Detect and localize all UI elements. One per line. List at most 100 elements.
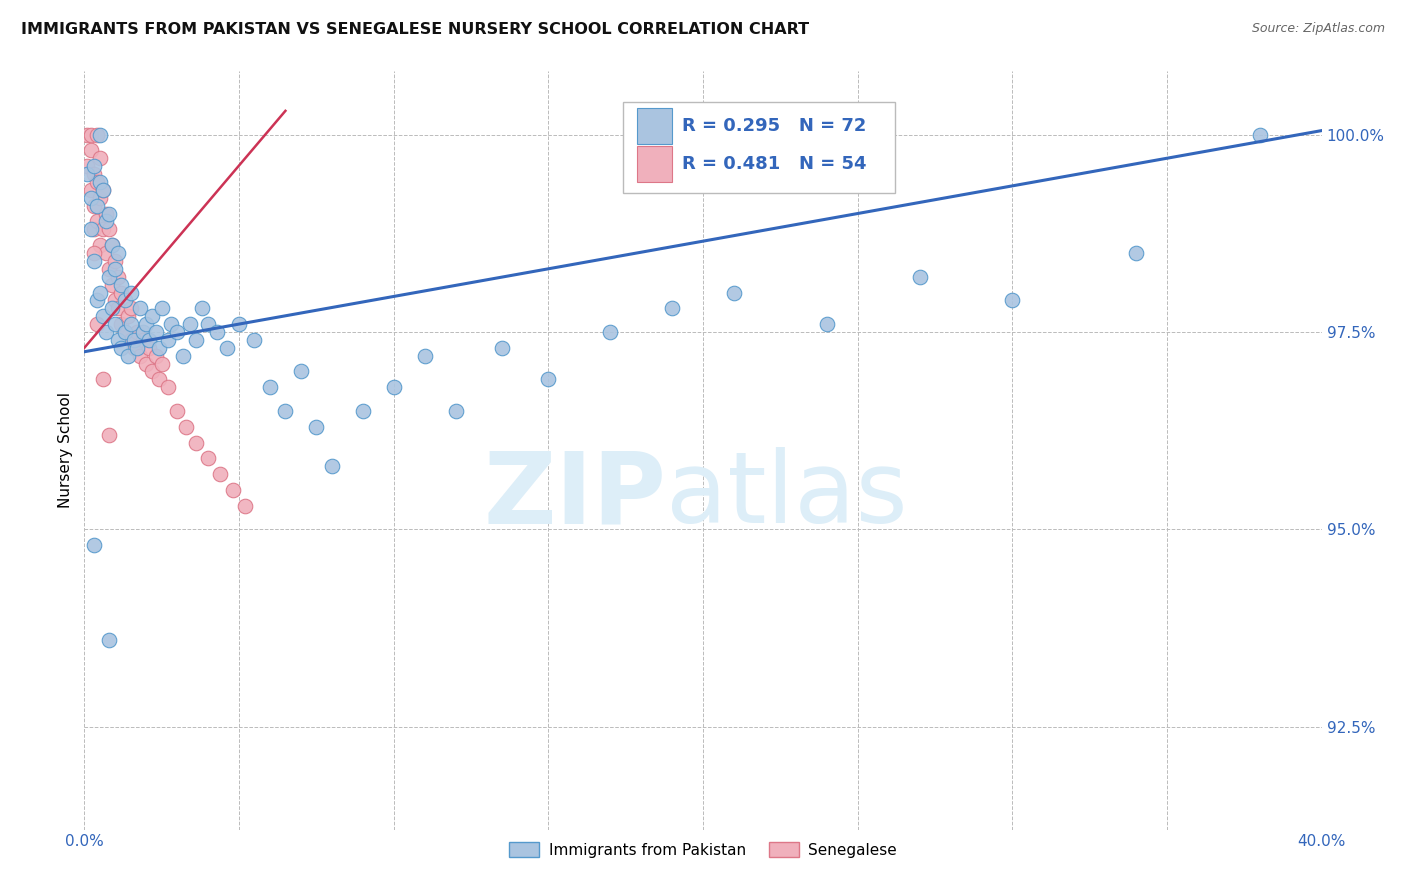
- Point: [125, 325, 148, 339]
- Point: [101, 277, 124, 292]
- Point: [104, 293, 127, 308]
- Point: [107, 269, 129, 284]
- Point: [233, 499, 256, 513]
- Point: [150, 301, 173, 316]
- Point: [135, 357, 157, 371]
- Point: [197, 317, 219, 331]
- Point: [274, 404, 297, 418]
- Point: [104, 261, 127, 276]
- Point: [89, 151, 111, 165]
- Point: [107, 301, 129, 316]
- Point: [184, 333, 207, 347]
- Text: atlas: atlas: [666, 448, 907, 544]
- Point: [129, 349, 152, 363]
- Text: ZIP: ZIP: [484, 448, 666, 544]
- Point: [89, 191, 111, 205]
- Y-axis label: Nursery School: Nursery School: [58, 392, 73, 508]
- Point: [110, 341, 132, 355]
- Point: [243, 333, 266, 347]
- Point: [83, 538, 105, 552]
- Point: [86, 214, 108, 228]
- Point: [599, 325, 621, 339]
- Point: [76, 167, 98, 181]
- Point: [120, 301, 142, 316]
- Point: [79, 183, 101, 197]
- Point: [91, 183, 114, 197]
- Point: [76, 128, 98, 142]
- Point: [76, 159, 98, 173]
- Point: [120, 285, 142, 300]
- Point: [91, 183, 114, 197]
- Point: [86, 293, 108, 308]
- Point: [156, 380, 179, 394]
- Point: [101, 301, 124, 316]
- Point: [156, 333, 179, 347]
- Point: [122, 333, 145, 347]
- Point: [83, 199, 105, 213]
- Point: [122, 341, 145, 355]
- Text: Source: ZipAtlas.com: Source: ZipAtlas.com: [1251, 22, 1385, 36]
- Point: [107, 246, 129, 260]
- Point: [815, 317, 838, 331]
- Point: [148, 341, 170, 355]
- Point: [176, 419, 198, 434]
- Point: [91, 222, 114, 236]
- Point: [129, 301, 152, 316]
- Point: [1249, 128, 1271, 142]
- Point: [98, 633, 121, 648]
- Point: [98, 222, 121, 236]
- Point: [110, 285, 132, 300]
- Point: [89, 238, 111, 252]
- Point: [89, 285, 111, 300]
- Point: [305, 419, 328, 434]
- Point: [98, 206, 121, 220]
- Point: [117, 349, 139, 363]
- Point: [98, 269, 121, 284]
- FancyBboxPatch shape: [623, 102, 894, 193]
- Point: [207, 325, 229, 339]
- Point: [94, 206, 117, 220]
- Point: [321, 459, 343, 474]
- Point: [79, 191, 101, 205]
- Point: [94, 325, 117, 339]
- Point: [209, 467, 232, 482]
- Point: [86, 199, 108, 213]
- Point: [382, 380, 405, 394]
- Point: [91, 372, 114, 386]
- Point: [141, 309, 163, 323]
- Point: [86, 175, 108, 189]
- Point: [79, 222, 101, 236]
- FancyBboxPatch shape: [637, 145, 672, 182]
- Point: [290, 364, 312, 378]
- Point: [89, 128, 111, 142]
- Point: [1125, 246, 1147, 260]
- Point: [197, 451, 219, 466]
- Point: [86, 128, 108, 142]
- Point: [444, 404, 467, 418]
- Point: [184, 435, 207, 450]
- Point: [83, 159, 105, 173]
- FancyBboxPatch shape: [637, 108, 672, 145]
- Point: [259, 380, 281, 394]
- Point: [125, 341, 148, 355]
- Point: [117, 309, 139, 323]
- Point: [145, 325, 167, 339]
- Point: [537, 372, 560, 386]
- Point: [83, 222, 105, 236]
- Point: [138, 333, 160, 347]
- Point: [145, 349, 167, 363]
- Point: [661, 301, 683, 316]
- Point: [79, 128, 101, 142]
- Point: [138, 341, 160, 355]
- Point: [166, 404, 188, 418]
- Text: R = 0.295   N = 72: R = 0.295 N = 72: [682, 117, 866, 135]
- Point: [104, 317, 127, 331]
- Point: [222, 483, 245, 497]
- Point: [86, 317, 108, 331]
- Text: R = 0.481   N = 54: R = 0.481 N = 54: [682, 155, 866, 173]
- Point: [98, 261, 121, 276]
- Point: [908, 269, 931, 284]
- Point: [132, 325, 155, 339]
- Point: [83, 167, 105, 181]
- Point: [110, 317, 132, 331]
